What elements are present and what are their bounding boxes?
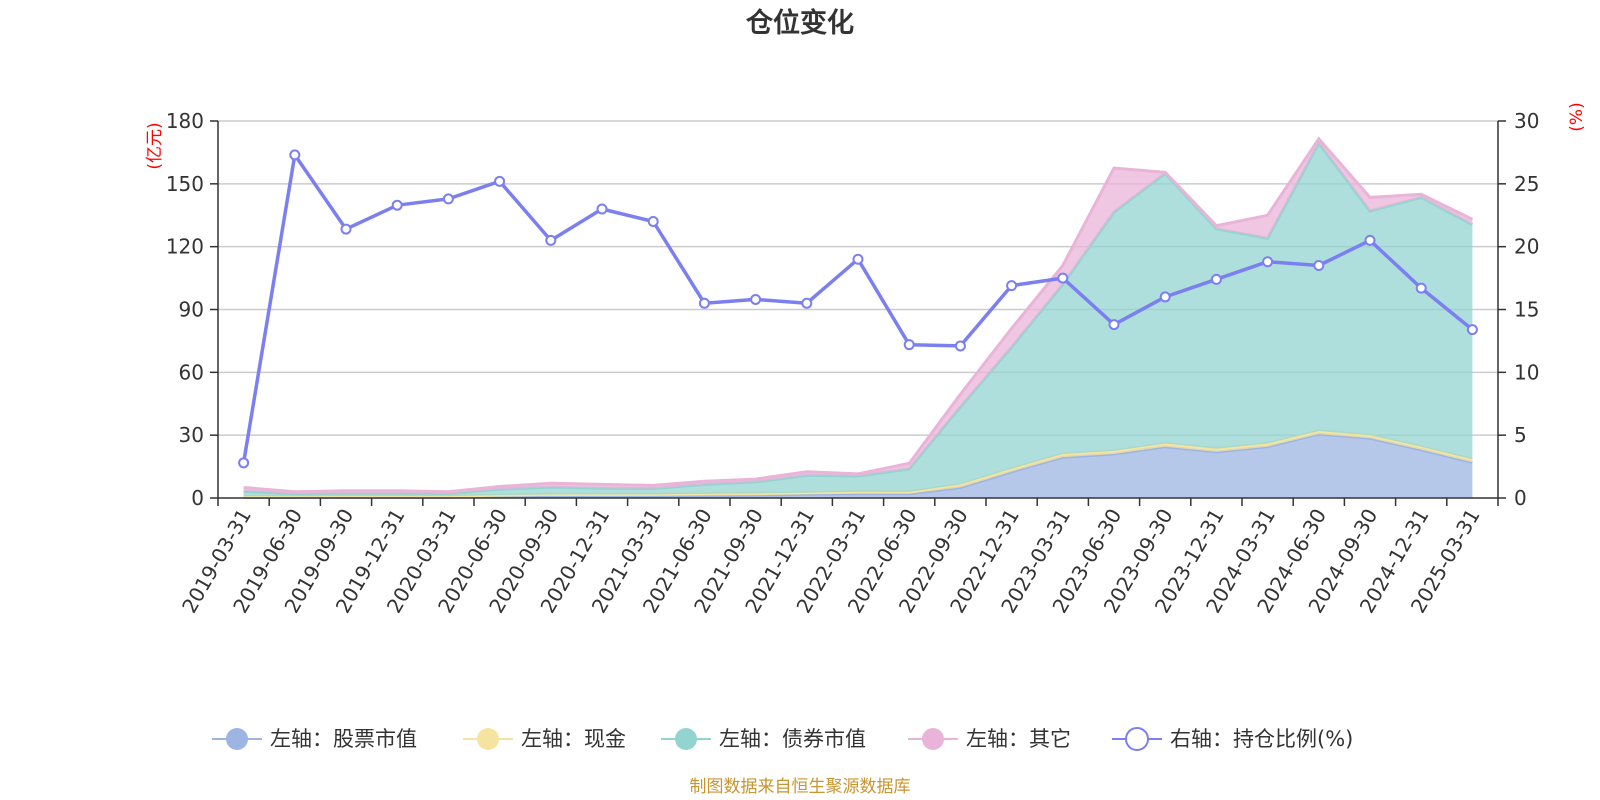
left-tick-label: 180 bbox=[166, 109, 204, 133]
ratio-point bbox=[698, 297, 710, 309]
ratio-point bbox=[1262, 256, 1274, 268]
ratio-point bbox=[750, 293, 762, 305]
legend: 左轴：股票市值 左轴：现金 左轴：债券市值 左轴：其它 右轴：持仓比例(%) bbox=[212, 727, 1353, 751]
right-tick-label: 0 bbox=[1514, 486, 1527, 510]
ratio-point bbox=[1364, 234, 1376, 246]
legend-marker-4 bbox=[1125, 727, 1149, 751]
chart-title: 仓位变化 bbox=[745, 7, 854, 39]
left-tick-label: 30 bbox=[179, 423, 204, 447]
ratio-point bbox=[1466, 324, 1478, 336]
ratio-point bbox=[596, 203, 608, 215]
ratio-point bbox=[1415, 282, 1427, 294]
ratio-point bbox=[903, 339, 915, 351]
left-tick-label: 150 bbox=[166, 172, 204, 196]
right-tick-label: 30 bbox=[1514, 109, 1539, 133]
legend-label-1: 左轴：现金 bbox=[521, 727, 626, 751]
stacked-areas bbox=[243, 136, 1474, 499]
ratio-point bbox=[289, 149, 301, 161]
ratio-point bbox=[801, 297, 813, 309]
left-tick-label: 60 bbox=[179, 360, 204, 384]
ratio-point bbox=[340, 223, 352, 235]
ratio-point bbox=[545, 234, 557, 246]
ratio-point bbox=[1057, 272, 1069, 284]
ratio-point bbox=[1159, 291, 1171, 303]
ratio-point bbox=[391, 199, 403, 211]
right-tick-label: 15 bbox=[1514, 298, 1539, 322]
area-series-2 bbox=[243, 143, 1473, 497]
data-source-note: 制图数据来自恒生聚源数据库 bbox=[690, 777, 911, 797]
ratio-point bbox=[1108, 319, 1120, 331]
legend-label-2: 左轴：债券市值 bbox=[719, 727, 866, 751]
legend-marker-2 bbox=[675, 728, 697, 750]
ratio-point bbox=[1006, 280, 1018, 292]
left-tick-label: 0 bbox=[191, 486, 204, 510]
ratio-point bbox=[852, 253, 864, 265]
ratio-point bbox=[1313, 260, 1325, 272]
ratio-point bbox=[1210, 273, 1222, 285]
legend-label-3: 左轴：其它 bbox=[966, 727, 1071, 751]
legend-marker-0 bbox=[226, 728, 248, 750]
area-series-0 bbox=[243, 434, 1473, 498]
legend-marker-1 bbox=[477, 728, 499, 750]
ratio-line-layer bbox=[238, 149, 1478, 469]
right-tick-label: 25 bbox=[1514, 172, 1539, 196]
ratio-point bbox=[238, 457, 250, 469]
legend-label-0: 左轴：股票市值 bbox=[270, 727, 417, 751]
ratio-point bbox=[494, 175, 506, 187]
ratio-point bbox=[954, 340, 966, 352]
right-axis-unit: (%) bbox=[1567, 102, 1587, 131]
right-tick-label: 5 bbox=[1514, 423, 1527, 447]
ratio-point bbox=[442, 193, 454, 205]
right-tick-label: 10 bbox=[1514, 360, 1539, 384]
legend-label-4: 右轴：持仓比例(%) bbox=[1170, 727, 1353, 751]
left-axis-unit: (亿元) bbox=[145, 122, 165, 169]
left-tick-label: 90 bbox=[179, 298, 204, 322]
ratio-point bbox=[647, 216, 659, 228]
left-tick-label: 120 bbox=[166, 235, 204, 259]
legend-marker-3 bbox=[922, 728, 944, 750]
right-tick-label: 20 bbox=[1514, 235, 1539, 259]
area-edge-series-3 bbox=[243, 136, 1474, 494]
